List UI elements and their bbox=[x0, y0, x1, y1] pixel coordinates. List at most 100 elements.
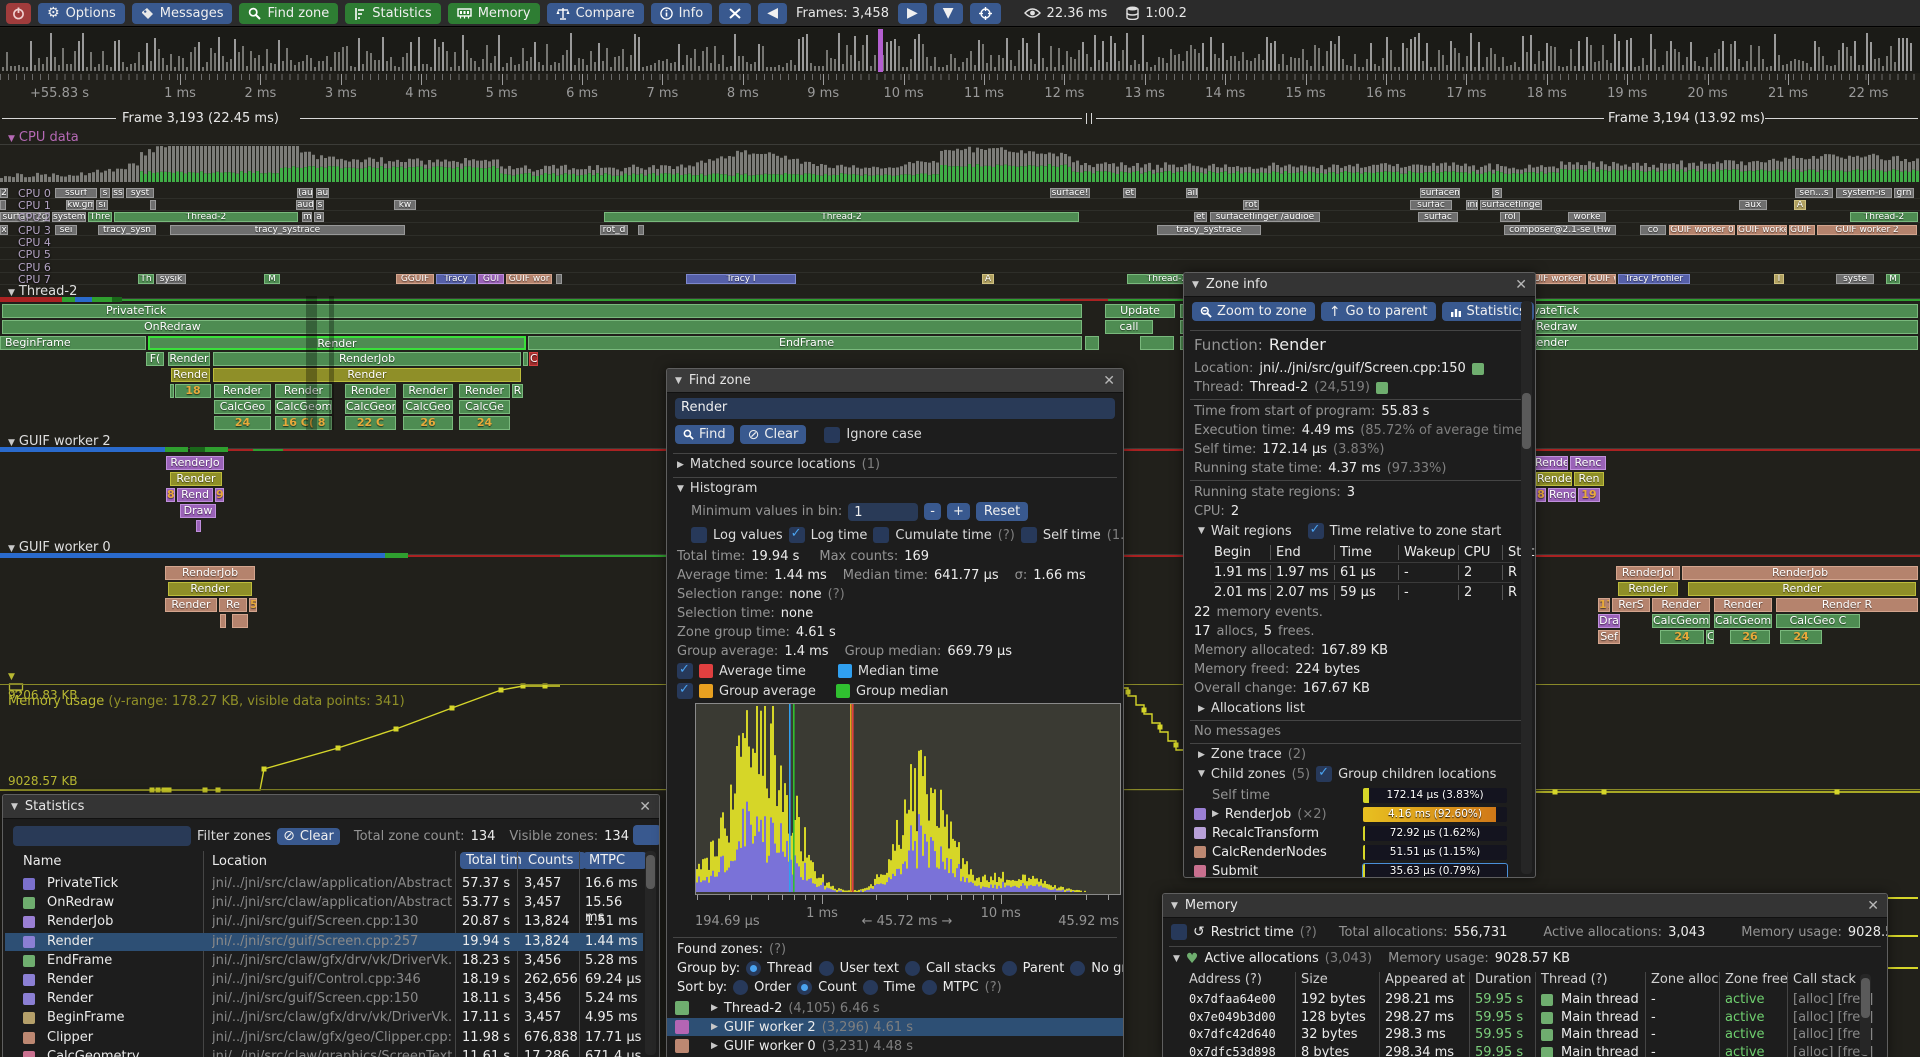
timeline-zone[interactable]: Re bbox=[219, 598, 247, 612]
timeline-zone[interactable]: 22 C bbox=[345, 416, 396, 430]
cpu-zone[interactable]: sen...s bbox=[1795, 188, 1833, 198]
group-by-radio[interactable] bbox=[1001, 961, 1017, 976]
memory-scrollbar[interactable] bbox=[1860, 974, 1871, 1055]
cpu-zone[interactable]: au bbox=[316, 188, 329, 198]
child-zones-header[interactable]: ▼Child zones(5) Group children locations bbox=[1198, 765, 1496, 782]
cpu-zone[interactable]: Tracy Profiler bbox=[1618, 274, 1690, 284]
timeline-zone[interactable]: Renc bbox=[1570, 456, 1606, 470]
cpu-zone[interactable]: surfaceflinge bbox=[1480, 200, 1542, 210]
timeline-zone[interactable]: Ren bbox=[1574, 472, 1604, 486]
timeline-zone[interactable] bbox=[1085, 336, 1099, 350]
timeline-zone[interactable]: Draw bbox=[180, 504, 216, 518]
cpu-zone[interactable]: grn bbox=[1894, 188, 1914, 198]
timeline-zone[interactable]: Render bbox=[403, 384, 453, 398]
allocation-row[interactable]: 0x7dfaa64e00 192 bytes 298.21 ms 59.95 s Mai… bbox=[1189, 992, 1874, 1007]
group-avg-median-checkbox[interactable] bbox=[677, 682, 693, 699]
timeline-zone[interactable]: RenderJob bbox=[165, 566, 255, 580]
cpu-zone[interactable]: surfaceflinger /audioe bbox=[1210, 212, 1320, 222]
cpu-zone[interactable]: tracy_systrace bbox=[170, 225, 405, 235]
timeline-zone[interactable]: PrivateTick bbox=[2, 304, 1082, 318]
memory-window-titlebar[interactable]: ▼ Memory ✕ bbox=[1163, 894, 1887, 918]
sort-by-radio[interactable] bbox=[797, 980, 813, 995]
timeline-zone[interactable]: Render bbox=[165, 598, 217, 612]
timeline-zone[interactable]: RenderJob bbox=[213, 352, 521, 366]
cpu-zone[interactable]: x bbox=[0, 225, 8, 235]
group-by-radio[interactable] bbox=[818, 961, 834, 976]
go-to-parent-button[interactable]: ↑ Go to parent bbox=[1320, 302, 1436, 321]
child-zone-time-bar[interactable]: 72.92 µs (1.62%) bbox=[1363, 825, 1507, 841]
cpu-zone[interactable]: Thread-2 bbox=[1850, 212, 1918, 222]
cpu-zone[interactable]: syst bbox=[126, 188, 154, 198]
close-icon[interactable]: ✕ bbox=[1867, 897, 1879, 914]
statistics-row[interactable]: Render jni/../jni/src/guif/Screen.cpp:150… bbox=[5, 990, 643, 1008]
cpu-zone[interactable]: si bbox=[96, 200, 108, 210]
thread-section-header[interactable]: ▼ GUIF worker 0 bbox=[8, 540, 111, 555]
timeline-zone[interactable]: RenderJob bbox=[1682, 566, 1918, 580]
timeline-zone[interactable]: Rend bbox=[1548, 488, 1576, 502]
cpu-zone[interactable]: ini bbox=[1466, 200, 1478, 210]
statistics-row[interactable]: Clipper jni/../jni/src/claw/gfx/geo/Clipp… bbox=[5, 1029, 643, 1047]
timeline-zone[interactable]: CalcGeo bbox=[214, 400, 271, 414]
cpu-zone[interactable] bbox=[556, 274, 562, 284]
cpu-zone[interactable]: GUIF w bbox=[1588, 274, 1616, 284]
close-icon[interactable]: ✕ bbox=[639, 798, 651, 815]
timeline-zone[interactable]: Render bbox=[1536, 472, 1572, 486]
cpu-zone[interactable]: aud bbox=[296, 200, 314, 210]
close-icon[interactable]: ✕ bbox=[1515, 276, 1527, 293]
timeline-zone[interactable]: RerS bbox=[1612, 598, 1650, 612]
timeline-zone[interactable]: 26 bbox=[403, 416, 453, 430]
cpu-zone[interactable]: M bbox=[264, 274, 280, 284]
memory-column-header[interactable]: Zone alloc bbox=[1651, 972, 1719, 987]
find-zone-titlebar[interactable]: ▼ Find zone ✕ bbox=[667, 369, 1123, 393]
selected-frame-marker[interactable] bbox=[878, 29, 883, 72]
cpu-zone[interactable]: co bbox=[1640, 225, 1666, 235]
timeline-zone[interactable]: 24 bbox=[1780, 630, 1822, 644]
info-button[interactable]: Info bbox=[650, 2, 713, 24]
sort-by-radio[interactable] bbox=[733, 980, 749, 995]
cumulate-time-checkbox[interactable] bbox=[873, 527, 890, 543]
ignore-case-checkbox[interactable] bbox=[824, 426, 841, 443]
timeline-zone[interactable]: Render bbox=[345, 384, 396, 398]
cpu-zone[interactable]: Thread-2 bbox=[604, 212, 1079, 222]
cpu-zone[interactable]: GUIF worke bbox=[1737, 225, 1787, 235]
cpu-zone[interactable]: kw.gm bbox=[66, 200, 94, 210]
compare-button[interactable]: Compare bbox=[546, 2, 644, 24]
timeline-zone[interactable]: CalcGeo bbox=[403, 400, 453, 414]
timeline-zone[interactable]: BeginFrame bbox=[0, 336, 146, 350]
timeline-zone[interactable] bbox=[232, 614, 248, 628]
cpu-zone[interactable]: system-is bbox=[1836, 188, 1892, 198]
cpu-zone[interactable]: I bbox=[1774, 274, 1784, 284]
cpu-zone[interactable]: s bbox=[1492, 188, 1502, 198]
child-zone-row[interactable]: RecalcTransform 72.92 µs (1.62%) bbox=[1194, 824, 1525, 842]
cpu-zone[interactable]: tracy_systrace bbox=[1157, 225, 1261, 235]
timeline-zone[interactable]: 9 bbox=[215, 488, 224, 502]
statistics-row[interactable]: Render jni/../jni/src/guif/Control.cpp:34… bbox=[5, 971, 643, 989]
cpu-zone[interactable]: et bbox=[1123, 188, 1136, 198]
increment-button[interactable]: + bbox=[946, 503, 970, 520]
timeline-zone[interactable]: Render bbox=[1618, 582, 1678, 596]
frame-3194-label[interactable]: Frame 3,194 (13.92 ms) bbox=[1608, 111, 1765, 126]
timeline-zone[interactable]: 26 bbox=[1730, 630, 1770, 644]
find-button[interactable]: Find bbox=[675, 425, 734, 444]
statistics-row[interactable]: Render jni/../jni/src/guif/Screen.cpp:257… bbox=[5, 932, 643, 951]
collapse-icon[interactable]: ▼ bbox=[1171, 900, 1178, 911]
cpu-zone[interactable]: s bbox=[316, 200, 324, 210]
statistics-button[interactable]: Statistics bbox=[345, 2, 441, 24]
cpu-zone[interactable]: M bbox=[1886, 274, 1900, 284]
found-zone-group[interactable]: ▶ Thread-2 (4,105) 6.46 s bbox=[667, 999, 1123, 1017]
self-time-checkbox[interactable] bbox=[1020, 527, 1037, 543]
cpu-zone[interactable]: sei bbox=[55, 225, 77, 235]
timeline-zone[interactable]: RenderJo bbox=[166, 456, 224, 470]
timeline-zone[interactable]: Render bbox=[459, 384, 510, 398]
cpu-data-section-header[interactable]: ▼ CPU data bbox=[8, 130, 79, 145]
cpu-zone[interactable] bbox=[150, 200, 156, 210]
memory-usage-section-header[interactable]: ▼ Memory usage (y-range: 178.27 KB, visib… bbox=[8, 672, 405, 709]
sort-column-button[interactable]: Counts bbox=[522, 852, 586, 869]
statistics-window-titlebar[interactable]: ▼ Statistics ✕ bbox=[3, 795, 659, 819]
thread-color-swatch[interactable] bbox=[1375, 381, 1388, 394]
log-values-checkbox[interactable] bbox=[691, 527, 707, 543]
restrict-time-checkbox[interactable] bbox=[1171, 924, 1187, 940]
zone-trace-header[interactable]: ▶ Zone trace (2) bbox=[1198, 747, 1307, 762]
collapse-icon[interactable]: ▼ bbox=[11, 801, 18, 812]
cpu-zone[interactable]: GUIF worker 0 bbox=[1669, 225, 1735, 235]
